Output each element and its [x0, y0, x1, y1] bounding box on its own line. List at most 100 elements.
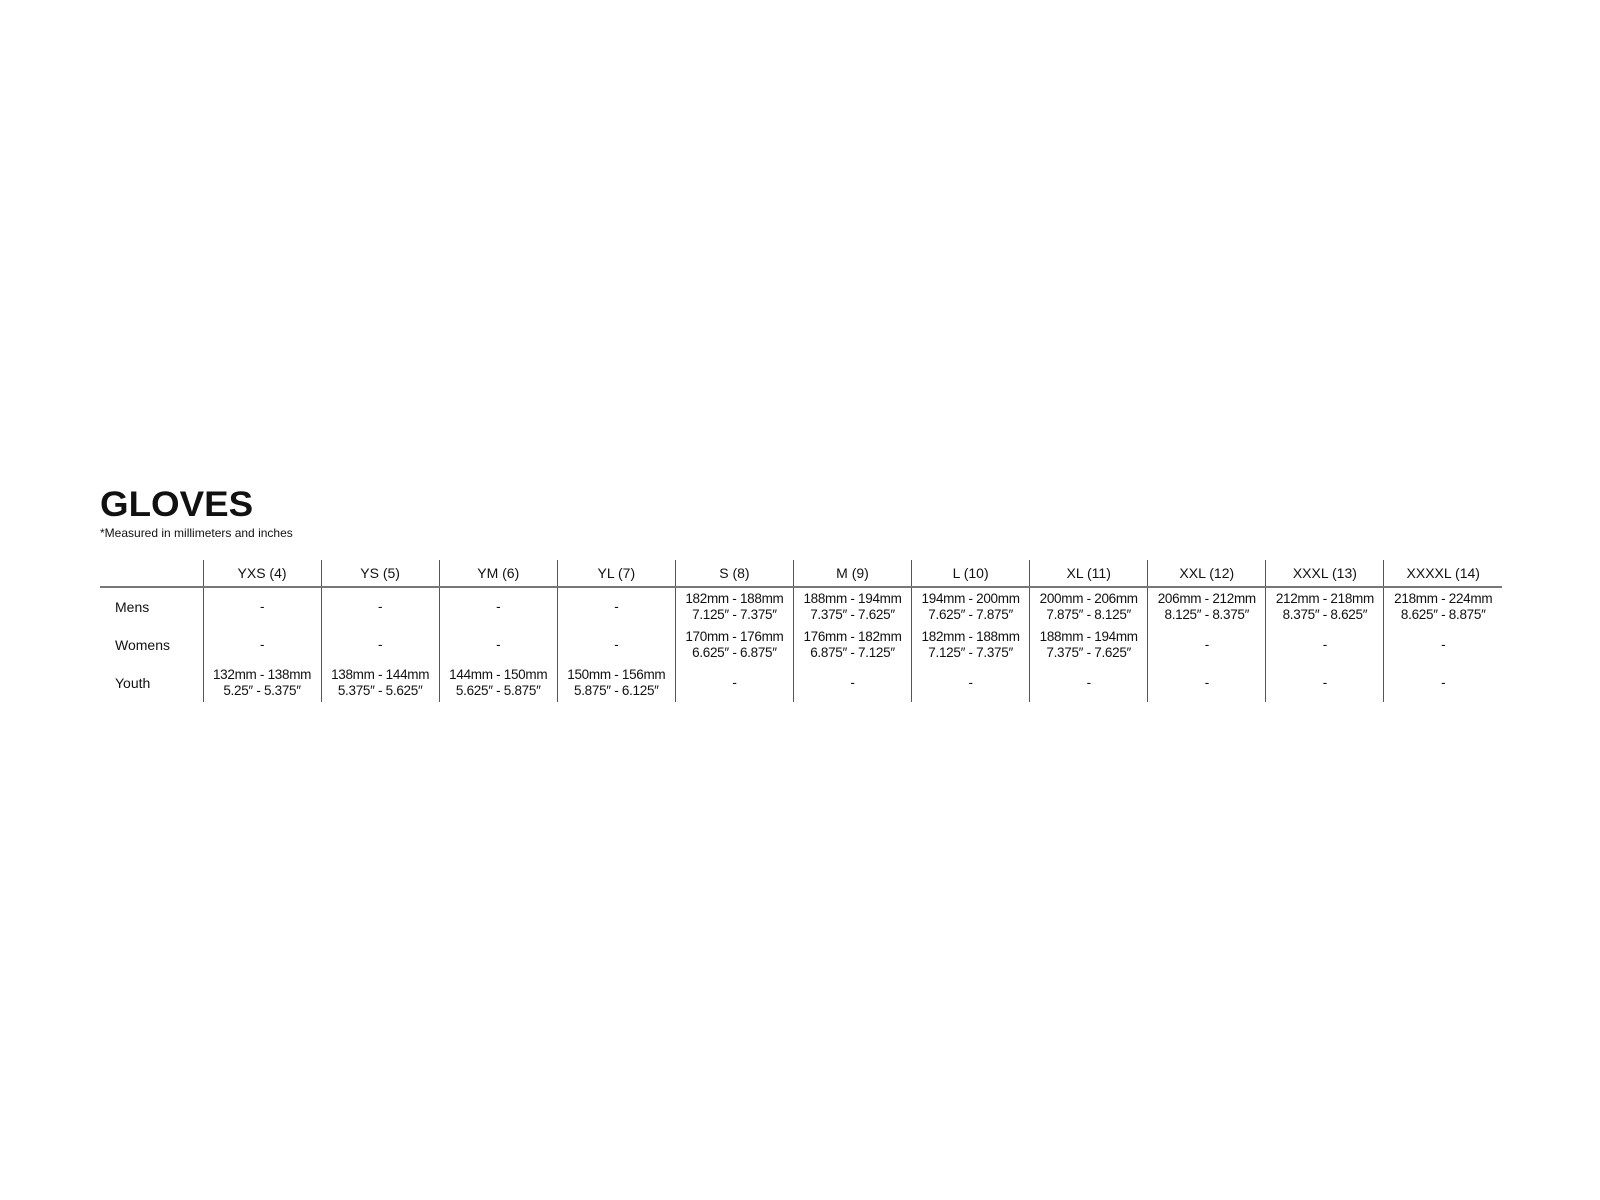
mm-range: 206mm - 212mm — [1157, 591, 1256, 606]
mm-range: - — [259, 599, 265, 614]
size-cell: - — [320, 587, 440, 626]
mm-range: - — [1204, 637, 1210, 652]
mm-range: 188mm - 194mm — [803, 591, 902, 606]
inch-range: 7.375″ - 7.625″ — [1046, 645, 1132, 660]
mm-range: - — [614, 637, 619, 652]
row-label: Youth — [115, 675, 151, 691]
inch-range: 7.625″ - 7.875″ — [928, 607, 1013, 622]
mm-range: - — [259, 637, 265, 652]
inch-range: 8.375″ - 8.625″ — [1282, 607, 1368, 622]
column-header: XXXXL (14) — [1383, 560, 1503, 588]
mm-range: - — [496, 599, 501, 614]
size-cell: - — [1265, 626, 1384, 664]
mm-range: 144mm - 150mm — [449, 667, 548, 682]
inch-range: 5.875″ - 6.125″ — [574, 683, 659, 698]
mm-range: - — [1441, 637, 1446, 652]
mm-range: 182mm - 188mm — [921, 629, 1020, 644]
mm-range: 188mm - 194mm — [1039, 629, 1138, 644]
size-cell: - — [320, 626, 440, 664]
size-cell: - — [1029, 664, 1148, 702]
mm-range: 200mm - 206mm — [1039, 591, 1138, 606]
size-cell: 206mm - 212mm 8.125″ - 8.375″ — [1147, 587, 1266, 626]
mm-range: - — [1204, 675, 1210, 690]
column-header: YS (5) — [320, 560, 440, 588]
size-cell: - — [556, 587, 676, 626]
corner-cell — [100, 560, 203, 588]
size-cell: - — [792, 664, 912, 702]
size-cell: - — [438, 587, 558, 626]
size-cell: 194mm - 200mm 7.625″ - 7.875″ — [911, 587, 1030, 626]
column-header: XL (11) — [1029, 560, 1148, 588]
inch-range: 5.625″ - 5.875″ — [455, 683, 541, 698]
size-cell: - — [202, 587, 322, 626]
mm-range: - — [850, 675, 855, 690]
mm-range: 194mm - 200mm — [921, 591, 1020, 606]
mm-range: 218mm - 224mm — [1394, 591, 1493, 606]
column-header: M (9) — [792, 560, 912, 588]
column-header: S (8) — [674, 560, 794, 588]
inch-range: 6.625″ - 6.875″ — [692, 645, 777, 660]
size-cell: 170mm - 176mm 6.625″ - 6.875″ — [674, 626, 794, 664]
inch-range: 5.25″ - 5.375″ — [223, 683, 301, 698]
column-header: YM (6) — [438, 560, 558, 588]
measurement-note: *Measured in millimeters and inches — [100, 526, 293, 540]
size-cell: - — [438, 626, 558, 664]
inch-range: 8.125″ - 8.375″ — [1164, 607, 1250, 622]
inch-range: 7.375″ - 7.625″ — [810, 607, 895, 622]
inch-range: 5.375″ - 5.625″ — [337, 683, 423, 698]
header-row: YXS (4) YS (5) YM (6) YL (7) S (8) M (9) L (10… — [100, 560, 1503, 588]
column-header: XXXL (13) — [1265, 560, 1384, 588]
mm-range: - — [496, 637, 501, 652]
mm-range: 182mm - 188mm — [685, 591, 784, 606]
mm-range: - — [1322, 675, 1328, 690]
size-cell: - — [1147, 626, 1266, 664]
size-cell: - — [1265, 664, 1384, 702]
mm-range: - — [732, 675, 737, 690]
size-cell: 212mm - 218mm 8.375″ - 8.625″ — [1265, 587, 1384, 626]
mm-range: 138mm - 144mm — [331, 667, 430, 682]
size-cell: - — [1147, 664, 1266, 702]
size-cell: - — [1383, 626, 1503, 664]
size-cell: - — [911, 664, 1030, 702]
size-cell: - — [674, 664, 794, 702]
mm-range: 150mm - 156mm — [567, 667, 666, 682]
size-cell: 138mm - 144mm 5.375″ - 5.625″ — [320, 664, 440, 702]
mm-range: - — [968, 675, 974, 690]
row-label: Mens — [115, 599, 150, 615]
mm-range: - — [1322, 637, 1328, 652]
mm-range: - — [614, 599, 619, 614]
table-row: Womens - - - -170mm - 176mm 6.625″ - 6.875″ 17… — [100, 626, 1503, 664]
size-cell: 144mm - 150mm 5.625″ - 5.875″ — [438, 664, 558, 702]
inch-range: 7.125″ - 7.375″ — [928, 645, 1013, 660]
mm-range: 170mm - 176mm — [685, 629, 784, 644]
inch-range: 7.875″ - 8.125″ — [1046, 607, 1132, 622]
mm-range: 176mm - 182mm — [803, 629, 902, 644]
size-cell: - — [1383, 664, 1503, 702]
page-title: GLOVES — [100, 485, 254, 524]
mm-range: 132mm - 138mm — [212, 667, 312, 682]
size-cell: 150mm - 156mm 5.875″ - 6.125″ — [556, 664, 676, 702]
mm-range: 212mm - 218mm — [1275, 591, 1374, 606]
inch-range: 7.125″ - 7.375″ — [692, 607, 777, 622]
size-cell: 132mm - 138mm 5.25″ - 5.375″ — [202, 664, 322, 702]
size-cell: - — [202, 626, 322, 664]
table-row: Mens - - - -182mm - 188mm 7.125″ - 7.375″ 188m… — [100, 587, 1503, 626]
size-cell: 218mm - 224mm 8.625″ - 8.875″ — [1383, 587, 1503, 626]
size-cell: 188mm - 194mm 7.375″ - 7.625″ — [1029, 626, 1148, 664]
mm-range: - — [1086, 675, 1092, 690]
inch-range: 6.875″ - 7.125″ — [810, 645, 895, 660]
column-header: L (10) — [911, 560, 1030, 588]
size-cell: 182mm - 188mm 7.125″ - 7.375″ — [674, 587, 794, 626]
mm-range: - — [1441, 675, 1446, 690]
size-cell: 176mm - 182mm 6.875″ - 7.125″ — [792, 626, 912, 664]
row-label: Womens — [115, 637, 170, 653]
size-cell: 188mm - 194mm 7.375″ - 7.625″ — [792, 587, 912, 626]
table-row: Youth 132mm - 138mm 5.25″ - 5.375″ 138mm - … — [100, 664, 1503, 702]
size-cell: - — [556, 626, 676, 664]
size-cell: 200mm - 206mm 7.875″ - 8.125″ — [1029, 587, 1148, 626]
size-chart-table: YXS (4) YS (5) YM (6) YL (7) S (8) M (9) L (10… — [100, 560, 1503, 702]
column-header: YXS (4) — [202, 560, 322, 588]
mm-range: - — [378, 599, 383, 614]
size-cell: 182mm - 188mm 7.125″ - 7.375″ — [911, 626, 1030, 664]
mm-range: - — [378, 637, 383, 652]
